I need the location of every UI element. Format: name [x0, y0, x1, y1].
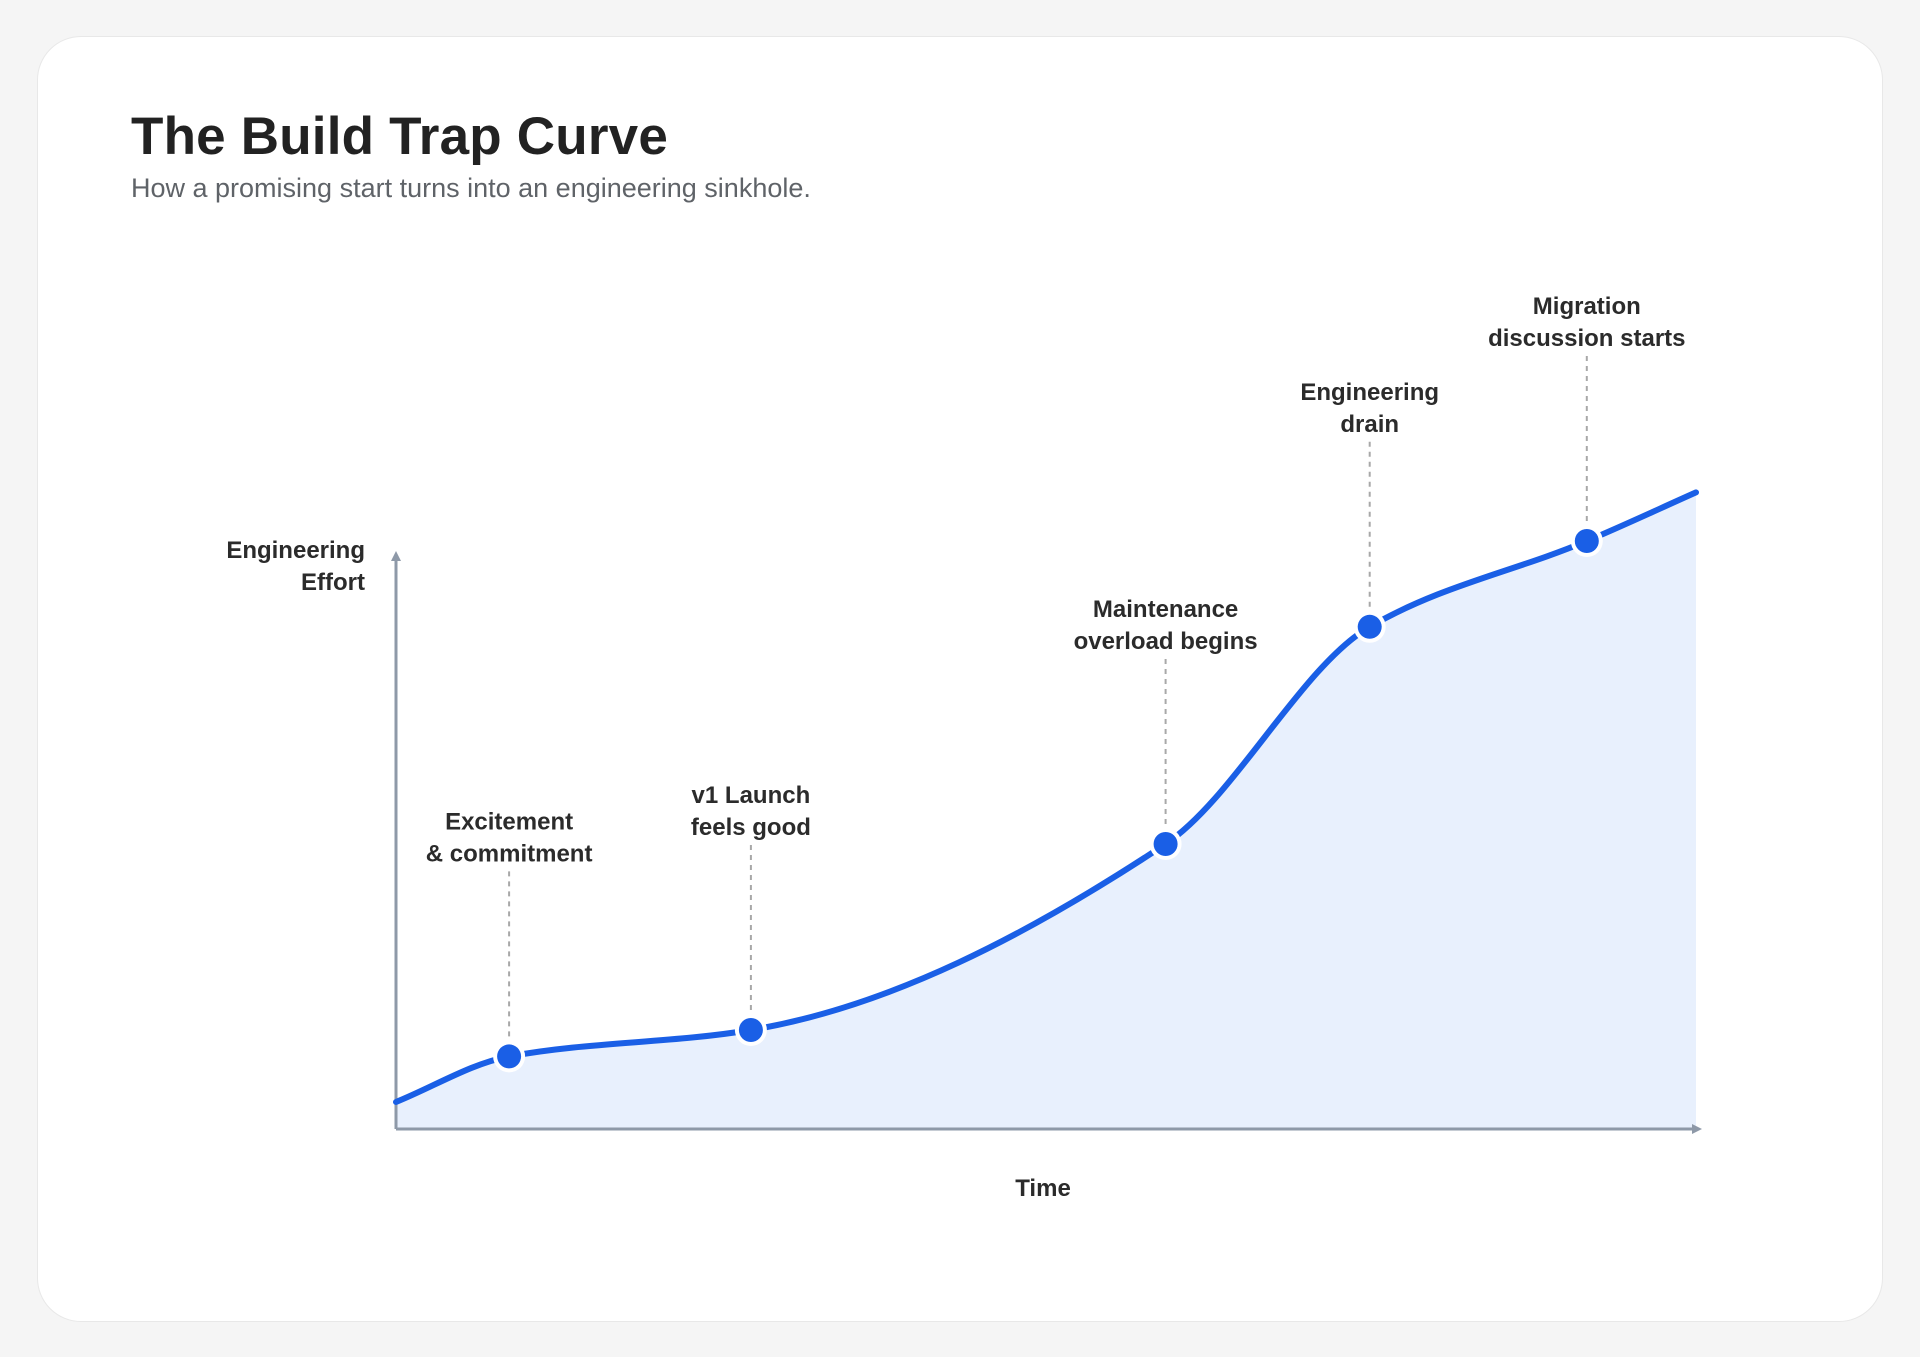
area-fill [396, 492, 1696, 1129]
annotation-label: Engineering drain [1300, 379, 1439, 438]
x-axis-label: Time [1015, 1175, 1071, 1202]
series-line [393, 489, 1699, 1105]
data-point[interactable] [1357, 614, 1382, 639]
annotation-label: v1 Launch feels good [691, 782, 811, 841]
data-point[interactable] [1574, 529, 1599, 553]
data-point[interactable] [1153, 832, 1178, 856]
annotation-label: Maintenance overload begins [1074, 596, 1258, 655]
chart-subtitle: How a promising start turns into an engi… [131, 173, 811, 203]
data-point[interactable] [738, 1018, 763, 1042]
data-point[interactable] [497, 1044, 522, 1069]
y-axis-label: Engineering Effort [226, 537, 365, 596]
annotation-label: Excitement & commitment [426, 808, 593, 867]
annotation-label: Migration discussion starts [1488, 293, 1685, 352]
chart-title: The Build Trap Curve [131, 107, 669, 166]
